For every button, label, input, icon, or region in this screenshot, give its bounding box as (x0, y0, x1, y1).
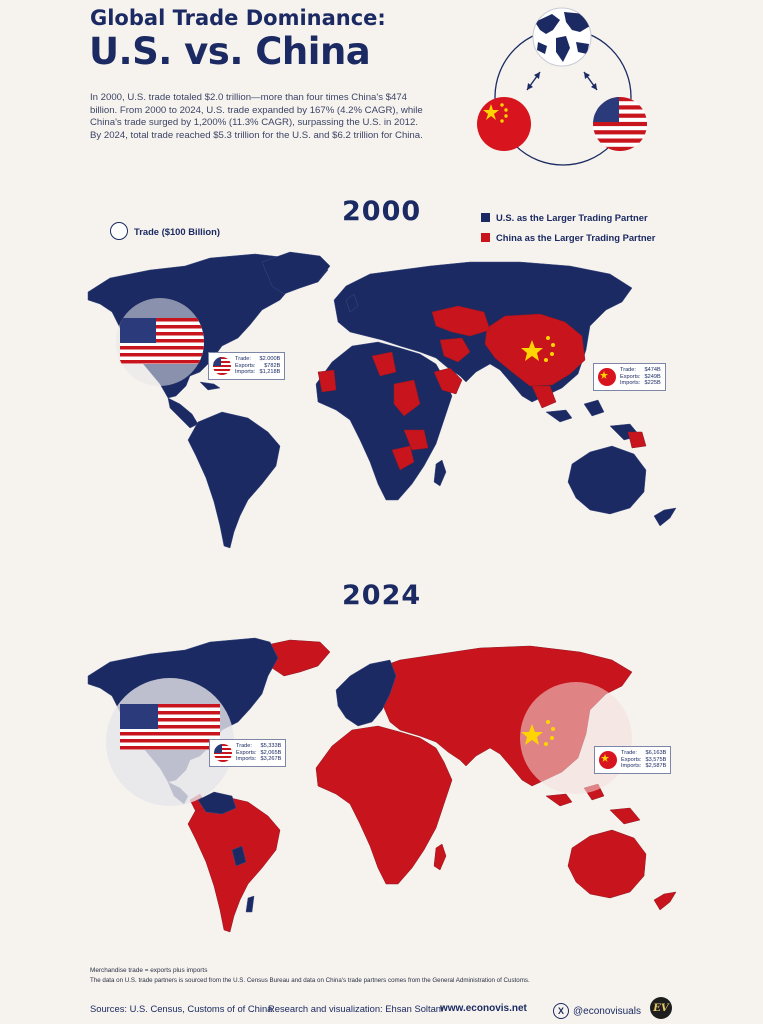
us-flag-icon (213, 356, 231, 375)
china-flag-icon (599, 750, 617, 769)
us-exports-value: $782B (264, 362, 281, 369)
trade-size-circle-icon (110, 222, 128, 240)
china-imports-label: Imports: (621, 763, 642, 770)
us-trade-value: $2.000B (259, 356, 281, 362)
china-imports-label: Imports: (620, 380, 641, 387)
legend-trade-size-label: Trade ($100 Billion) (134, 225, 220, 237)
footnote-sources-detail: The data on U.S. trade partners is sourc… (90, 977, 530, 984)
china-stats-box-2024: Trade: $6,163B Exports: $3,575B Imports: $2… (594, 746, 672, 774)
x-logo-icon: X (553, 1003, 569, 1019)
china-trade-label: Trade: (620, 367, 636, 373)
legend-us: U.S. as the Larger Trading Partner (481, 212, 648, 223)
year-2024-heading: 2024 (342, 580, 422, 611)
us-trade-label: Trade: (236, 743, 252, 749)
legend-china-swatch (481, 233, 490, 242)
legend-china: China as the Larger Trading Partner (481, 232, 655, 243)
us-stats-box-2000: Trade: $2.000B Exports: $782B Imports: $1,2… (208, 352, 286, 380)
china-exports-value: $249B (644, 373, 661, 380)
china-imports-value: $2,587B (645, 763, 667, 770)
intro-text: In 2000, U.S. trade totaled $2.0 trillio… (90, 92, 423, 141)
china-flag-overlay-2000 (521, 336, 555, 362)
china-exports-value: $3,575B (645, 756, 667, 763)
title-line-2: U.S. vs. China (89, 30, 371, 73)
china-trade-value: $6,163B (645, 750, 667, 756)
us-imports-value: $3,267B (260, 756, 282, 763)
us-exports-label: Exports: (236, 749, 257, 756)
us-flag-overlay-2000 (120, 318, 204, 364)
us-trade-label: Trade: (235, 356, 251, 362)
china-trade-value: $474B (644, 367, 661, 373)
china-trade-label: Trade: (621, 750, 637, 756)
us-trade-value: $5,333B (260, 743, 282, 749)
us-stats-box-2024: Trade: $5,333B Exports: $2,065B Imports: $3… (209, 739, 287, 767)
footnote-definition: Merchandise trade = exports plus imports (90, 967, 208, 974)
year-2000-heading: 2000 (342, 196, 422, 227)
us-exports-label: Exports: (235, 362, 256, 369)
china-exports-label: Exports: (621, 756, 642, 763)
legend-trade-size: Trade ($100 Billion) (110, 222, 220, 240)
legend-us-label: U.S. as the Larger Trading Partner (496, 212, 648, 223)
us-flag-icon (214, 743, 232, 762)
us-imports-label: Imports: (236, 756, 257, 763)
china-flag-icon (598, 367, 616, 386)
footer-handle-text: @econovisuals (573, 1005, 641, 1017)
footer-research-credit: Research and visualization: Ehsan Soltan… (268, 1003, 444, 1014)
us-flag-overlay-2024 (120, 704, 220, 750)
china-imports-value: $225B (644, 380, 661, 387)
us-imports-value: $1,218B (259, 369, 281, 376)
us-exports-value: $2,065B (260, 749, 282, 756)
footer-website-link[interactable]: www.econovis.net (440, 1003, 527, 1014)
legend-china-label: China as the Larger Trading Partner (496, 232, 656, 243)
us-imports-label: Imports: (235, 369, 256, 376)
footer-social-handle[interactable]: X @econovisuals (553, 1003, 641, 1019)
title-line-1: Global Trade Dominance: (90, 6, 386, 30)
china-stats-box-2000: Trade: $474B Exports: $249B Imports: $225B (593, 363, 666, 391)
econovis-logo: EV (650, 997, 672, 1019)
legend-us-swatch (481, 213, 490, 222)
china-exports-label: Exports: (620, 373, 641, 380)
china-flag-overlay-2024 (521, 720, 555, 746)
footer-sources: Sources: U.S. Census, Customs of of Chin… (90, 1003, 273, 1014)
